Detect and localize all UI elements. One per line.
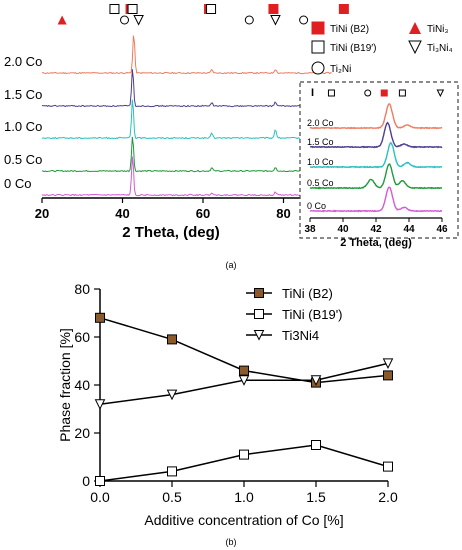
inset-series-label: 0.5 Co [307,178,334,188]
xrd-series-label: 2.0 Co [4,54,42,69]
xrd-series-line [41,69,333,108]
inset-x-tick-label: 40 [337,224,349,235]
pb-data-point [95,312,105,323]
xrd-phase-marker [268,4,279,14]
pb-data-point [166,389,178,401]
pb-data-point [239,365,249,376]
xrd-legend-symbol [408,40,422,55]
xrd-series-line [42,136,332,173]
inset-series-label: 1.0 Co [307,157,334,167]
inset-x-axis-label: 2 Theta, (deg) [340,237,412,249]
pb-x-tick-label: 2.0 [378,489,398,505]
pb-data-point [383,370,393,381]
inset-series-line [309,102,443,130]
pb-data-point [167,334,177,345]
xrd-x-tick-label: 40 [115,206,129,221]
xrd-legend-label: TiNi₃ [427,24,448,35]
inset-frame [299,81,459,239]
inset-series-line [309,186,442,213]
xrd-legend-symbol [311,61,325,75]
xrd-x-tick-label: 20 [35,206,49,221]
xrd-series-line [41,156,332,197]
inset-series-label: 0 Co [307,201,326,211]
pb-data-point [239,449,249,460]
pb-x-tick-label: 1.5 [306,489,326,505]
inset-phase-marker [436,89,445,98]
inset-x-tick-label: 46 [436,224,448,235]
xrd-phase-marker [120,15,130,25]
panel-b-label: (b) [226,537,237,547]
xrd-inset: 2.0 Co1.5 Co1.0 Co0.5 Co0 Co 38 40 42 44 46 … [299,81,459,249]
pb-x-axis-label: Additive concentration of Co [%] [144,512,343,528]
pb-x-tick-label: 0.5 [162,489,182,505]
xrd-phase-marker [244,15,254,25]
inset-marker-symbol: I [311,87,314,99]
xrd-x-tick-label: 60 [196,206,210,221]
inset-series-label: 2.0 Co [307,118,334,128]
pb-data-point [95,476,105,486]
pb-legend: TiNi (B2) TiNi (B19') Ti3Ni4 [246,286,343,343]
xrd-legend-symbol [409,22,421,34]
pb-data-point [311,440,321,450]
inset-phase-marker [364,89,372,97]
xrd-x-axis-label: 2 Theta, (deg) [122,224,220,241]
pb-legend-symbol [253,330,265,341]
xrd-phase-marker [133,15,144,26]
pb-legend-label: TiNi (B19') [282,307,343,322]
xrd-main-plot: 20 40 60 80 2 Theta, (deg) 2.0 Co 1.5 Co 1.0 … [4,4,349,241]
pb-legend-symbol [254,288,264,298]
xrd-phase-marker [206,4,217,14]
xrd-series-label: 0 Co [4,176,31,191]
inset-series-line [309,141,443,169]
pb-data-point [383,461,393,472]
pb-data-point [310,375,322,386]
xrd-legend-symbol [311,40,325,54]
xrd-legend-label: TiNi (B2) [330,24,369,35]
pb-y-tick-label: 20 [74,425,90,441]
xrd-legend-label: Ti₃Ni₄ [427,43,453,54]
pb-data-point [94,399,106,410]
xrd-phase-marker [299,15,309,25]
pb-y-axis-label: Phase fraction [%] [57,328,73,442]
xrd-phase-marker [338,4,349,14]
pb-y-tick-label: 60 [74,329,90,345]
pb-y-tick-label: 80 [74,281,90,297]
pb-data-point [167,466,177,477]
inset-x-tick-label: 44 [403,224,415,235]
xrd-legend-symbol [311,21,325,35]
pb-legend-label: Ti3Ni4 [282,328,319,343]
inset-x-tick-label: 42 [370,224,382,235]
phase-fraction-plot: 0 20 40 60 80 0.0 0.5 1.0 1.5 2.0 Additive conce… [57,281,398,528]
xrd-legend: TiNi (B2) TiNi₃ TiNi (B19′) Ti₃Ni₄ Ti₂Ni [311,21,453,75]
pb-y-tick-label: 0 [82,473,90,489]
inset-phase-marker [327,89,335,97]
pb-data-point [238,375,250,386]
pb-legend-label: TiNi (B2) [282,286,333,301]
pb-x-tick-label: 1.0 [234,489,254,505]
xrd-phase-marker [127,4,138,14]
xrd-phase-marker [109,4,120,14]
xrd-series-line [41,99,332,140]
xrd-series-label: 1.5 Co [4,87,42,102]
xrd-series-label: 0.5 Co [4,152,42,167]
inset-series-line [309,121,443,149]
inset-series-line [309,163,442,190]
xrd-legend-label: TiNi (B19′) [330,43,377,54]
pb-x-tick-label: 0.0 [90,489,110,505]
xrd-series-label: 1.0 Co [4,119,42,134]
panel-a-label: (a) [226,260,237,270]
xrd-x-tick-label: 80 [276,206,290,221]
pb-y-tick-label: 40 [74,377,90,393]
inset-x-tick-label: 38 [304,224,316,235]
inset-phase-marker [398,89,406,97]
pb-data-point [382,358,394,370]
xrd-series-line [41,35,333,75]
xrd-phase-marker [270,15,281,26]
inset-series-label: 1.5 Co [307,137,334,147]
xrd-legend-label: Ti₂Ni [330,64,351,75]
xrd-phase-marker [57,15,67,25]
pb-legend-symbol [254,309,264,319]
inset-phase-marker [380,89,388,97]
